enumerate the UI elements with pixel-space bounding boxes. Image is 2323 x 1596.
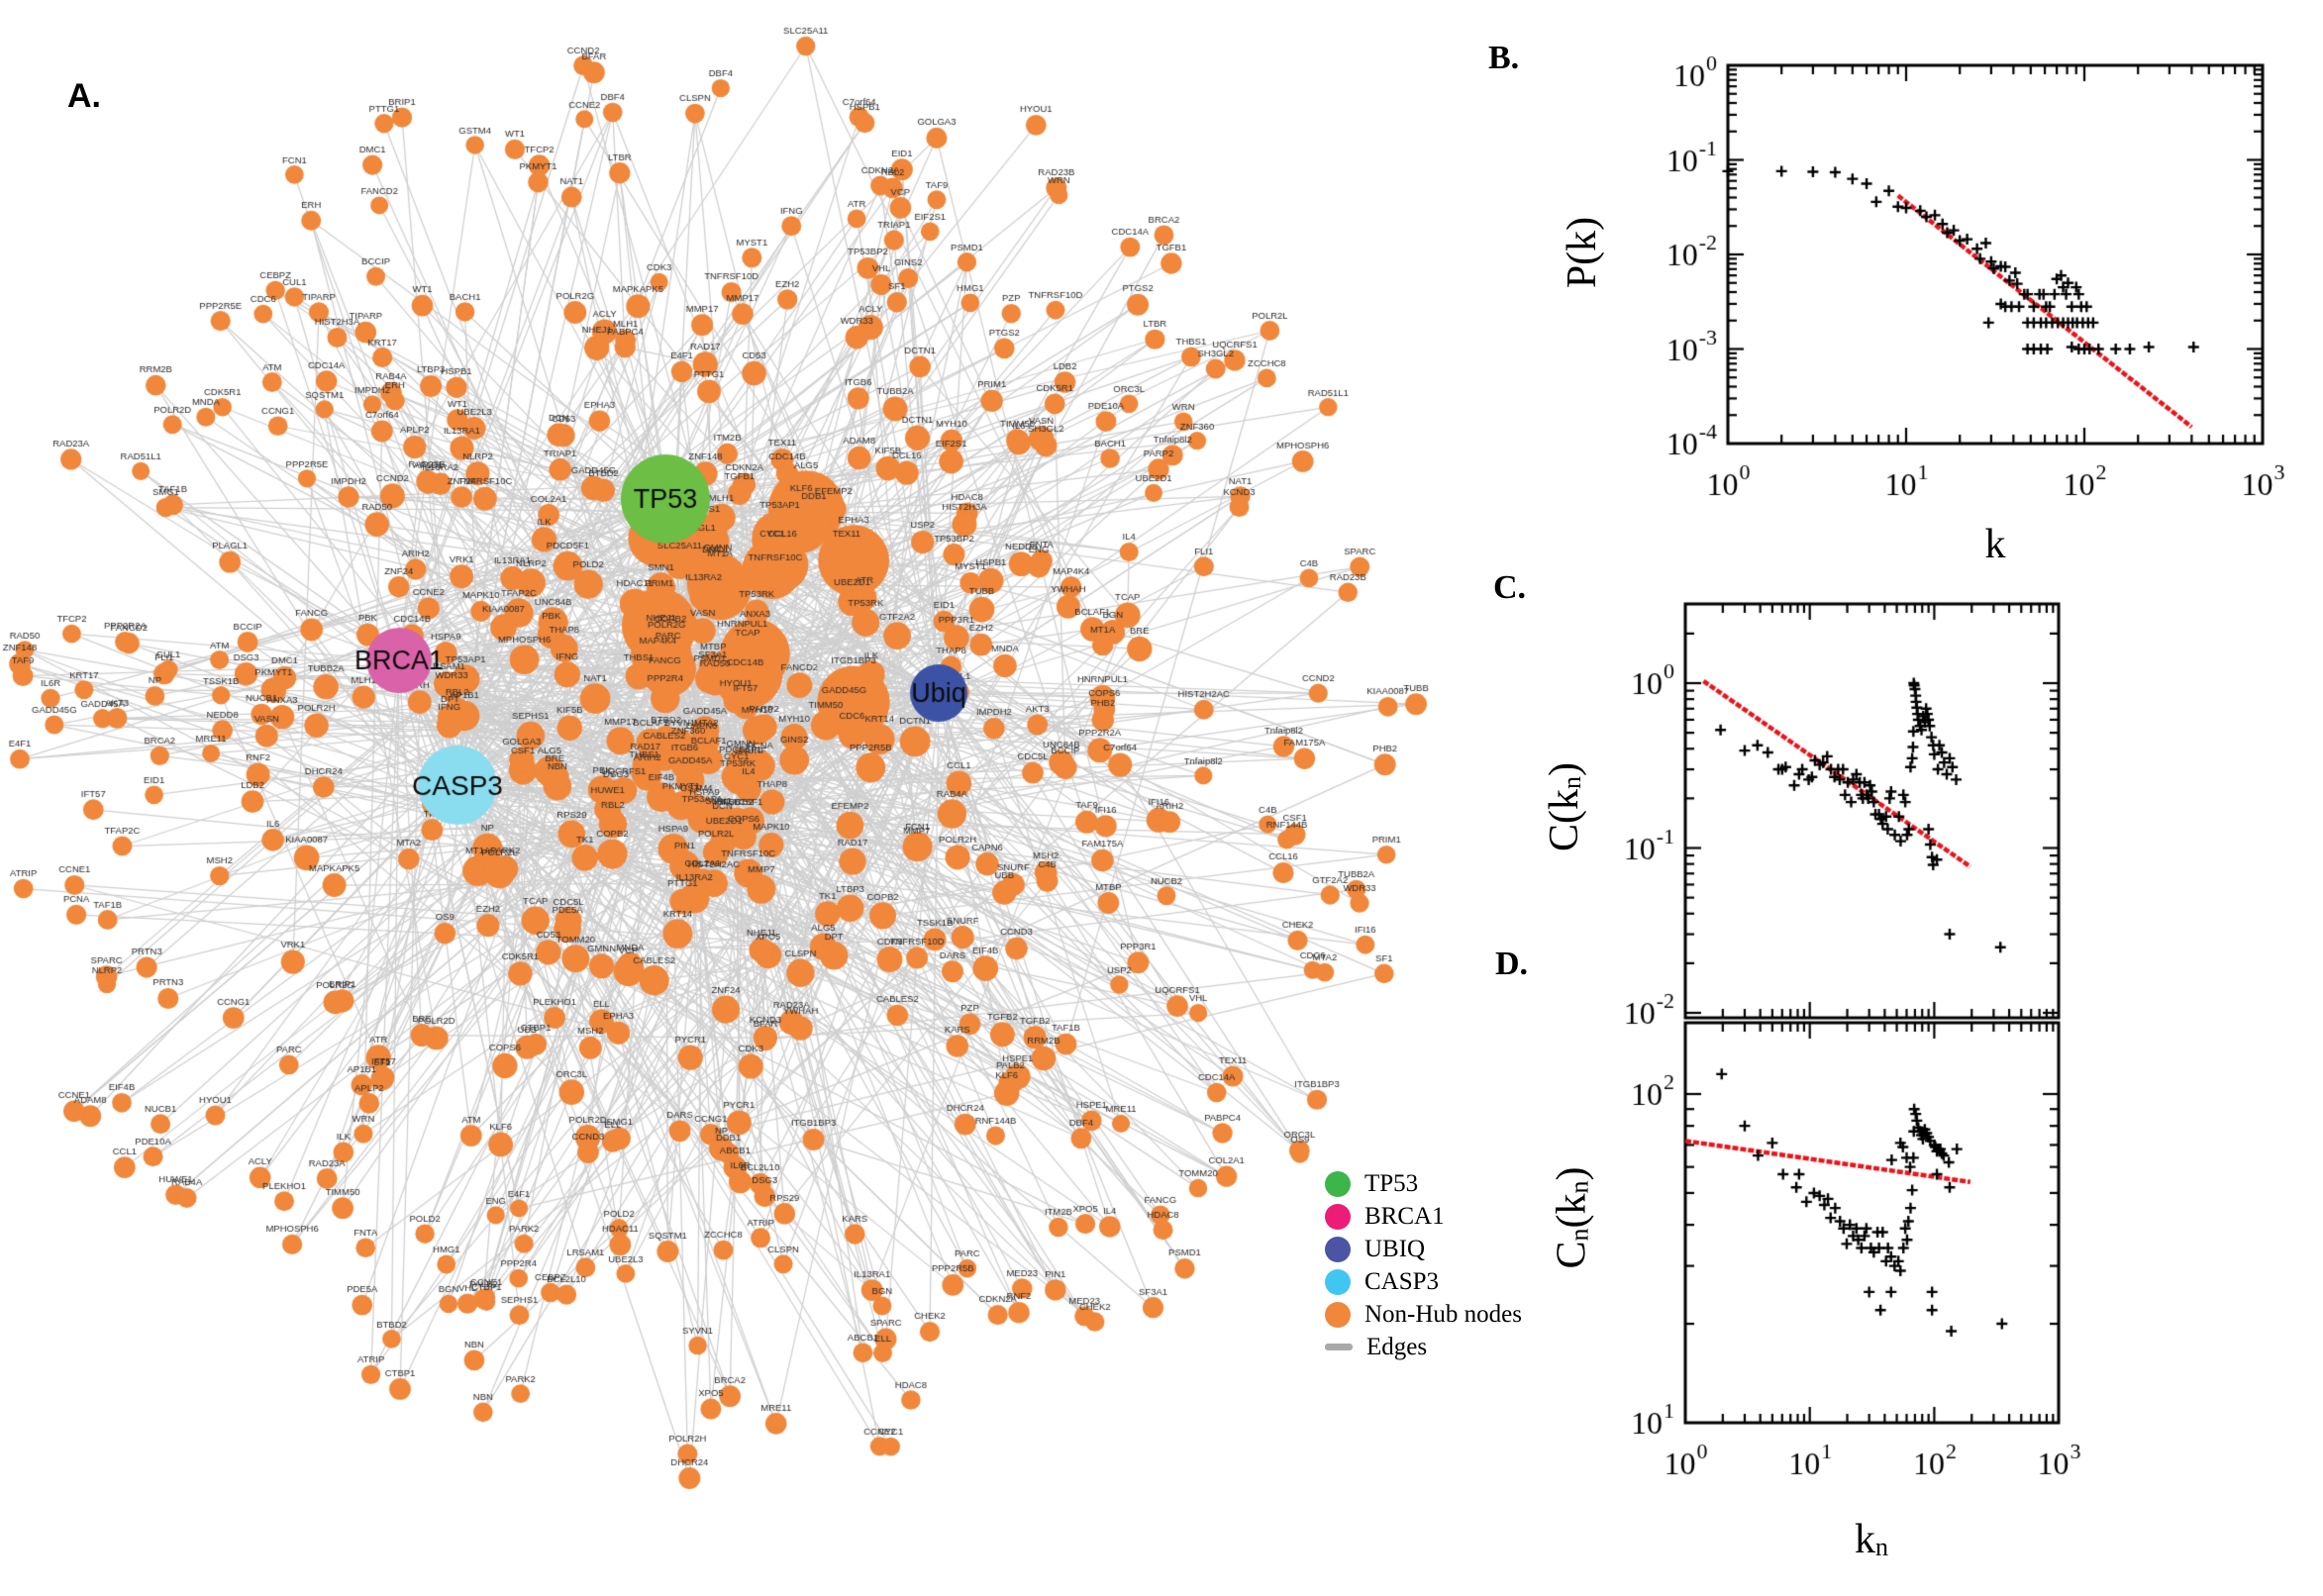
legend: TP53 BRCA1 UBIQ CASP3 Non-Hub nodes Edge… — [1325, 1170, 1522, 1360]
edge-line-icon — [1325, 1344, 1353, 1350]
legend-item-casp3: CASP3 — [1325, 1268, 1522, 1295]
b-xlabel: k — [1966, 520, 2025, 569]
network-canvas — [0, 0, 1465, 1596]
c-ylabel: C(k n) — [1542, 762, 1587, 851]
legend-item-nonhub: Non-Hub nodes — [1325, 1301, 1522, 1328]
legend-item-tp53: TP53 — [1325, 1170, 1522, 1197]
legend-item-brca1: BRCA1 — [1325, 1203, 1522, 1230]
b-ylabel: P(k) — [1553, 183, 1612, 322]
panel-c-label: C. — [1493, 569, 1527, 606]
panel-d-label: D. — [1495, 946, 1529, 982]
nonhub-dot-icon — [1325, 1301, 1351, 1328]
legend-item-edges: Edges — [1325, 1334, 1522, 1360]
ubiq-dot-icon — [1325, 1236, 1351, 1262]
tp53-dot-icon — [1325, 1170, 1351, 1197]
plots-canvas — [1465, 0, 2323, 1596]
brca1-dot-icon — [1325, 1203, 1351, 1230]
panel-a-label: A. — [67, 77, 101, 115]
panel-b-label: B. — [1488, 40, 1520, 76]
b-ylabel-text: P(k) — [1560, 216, 1605, 289]
casp3-dot-icon — [1325, 1268, 1351, 1295]
b-xlabel-text: k — [1984, 522, 2006, 567]
legend-item-ubiq: UBIQ — [1325, 1236, 1522, 1262]
